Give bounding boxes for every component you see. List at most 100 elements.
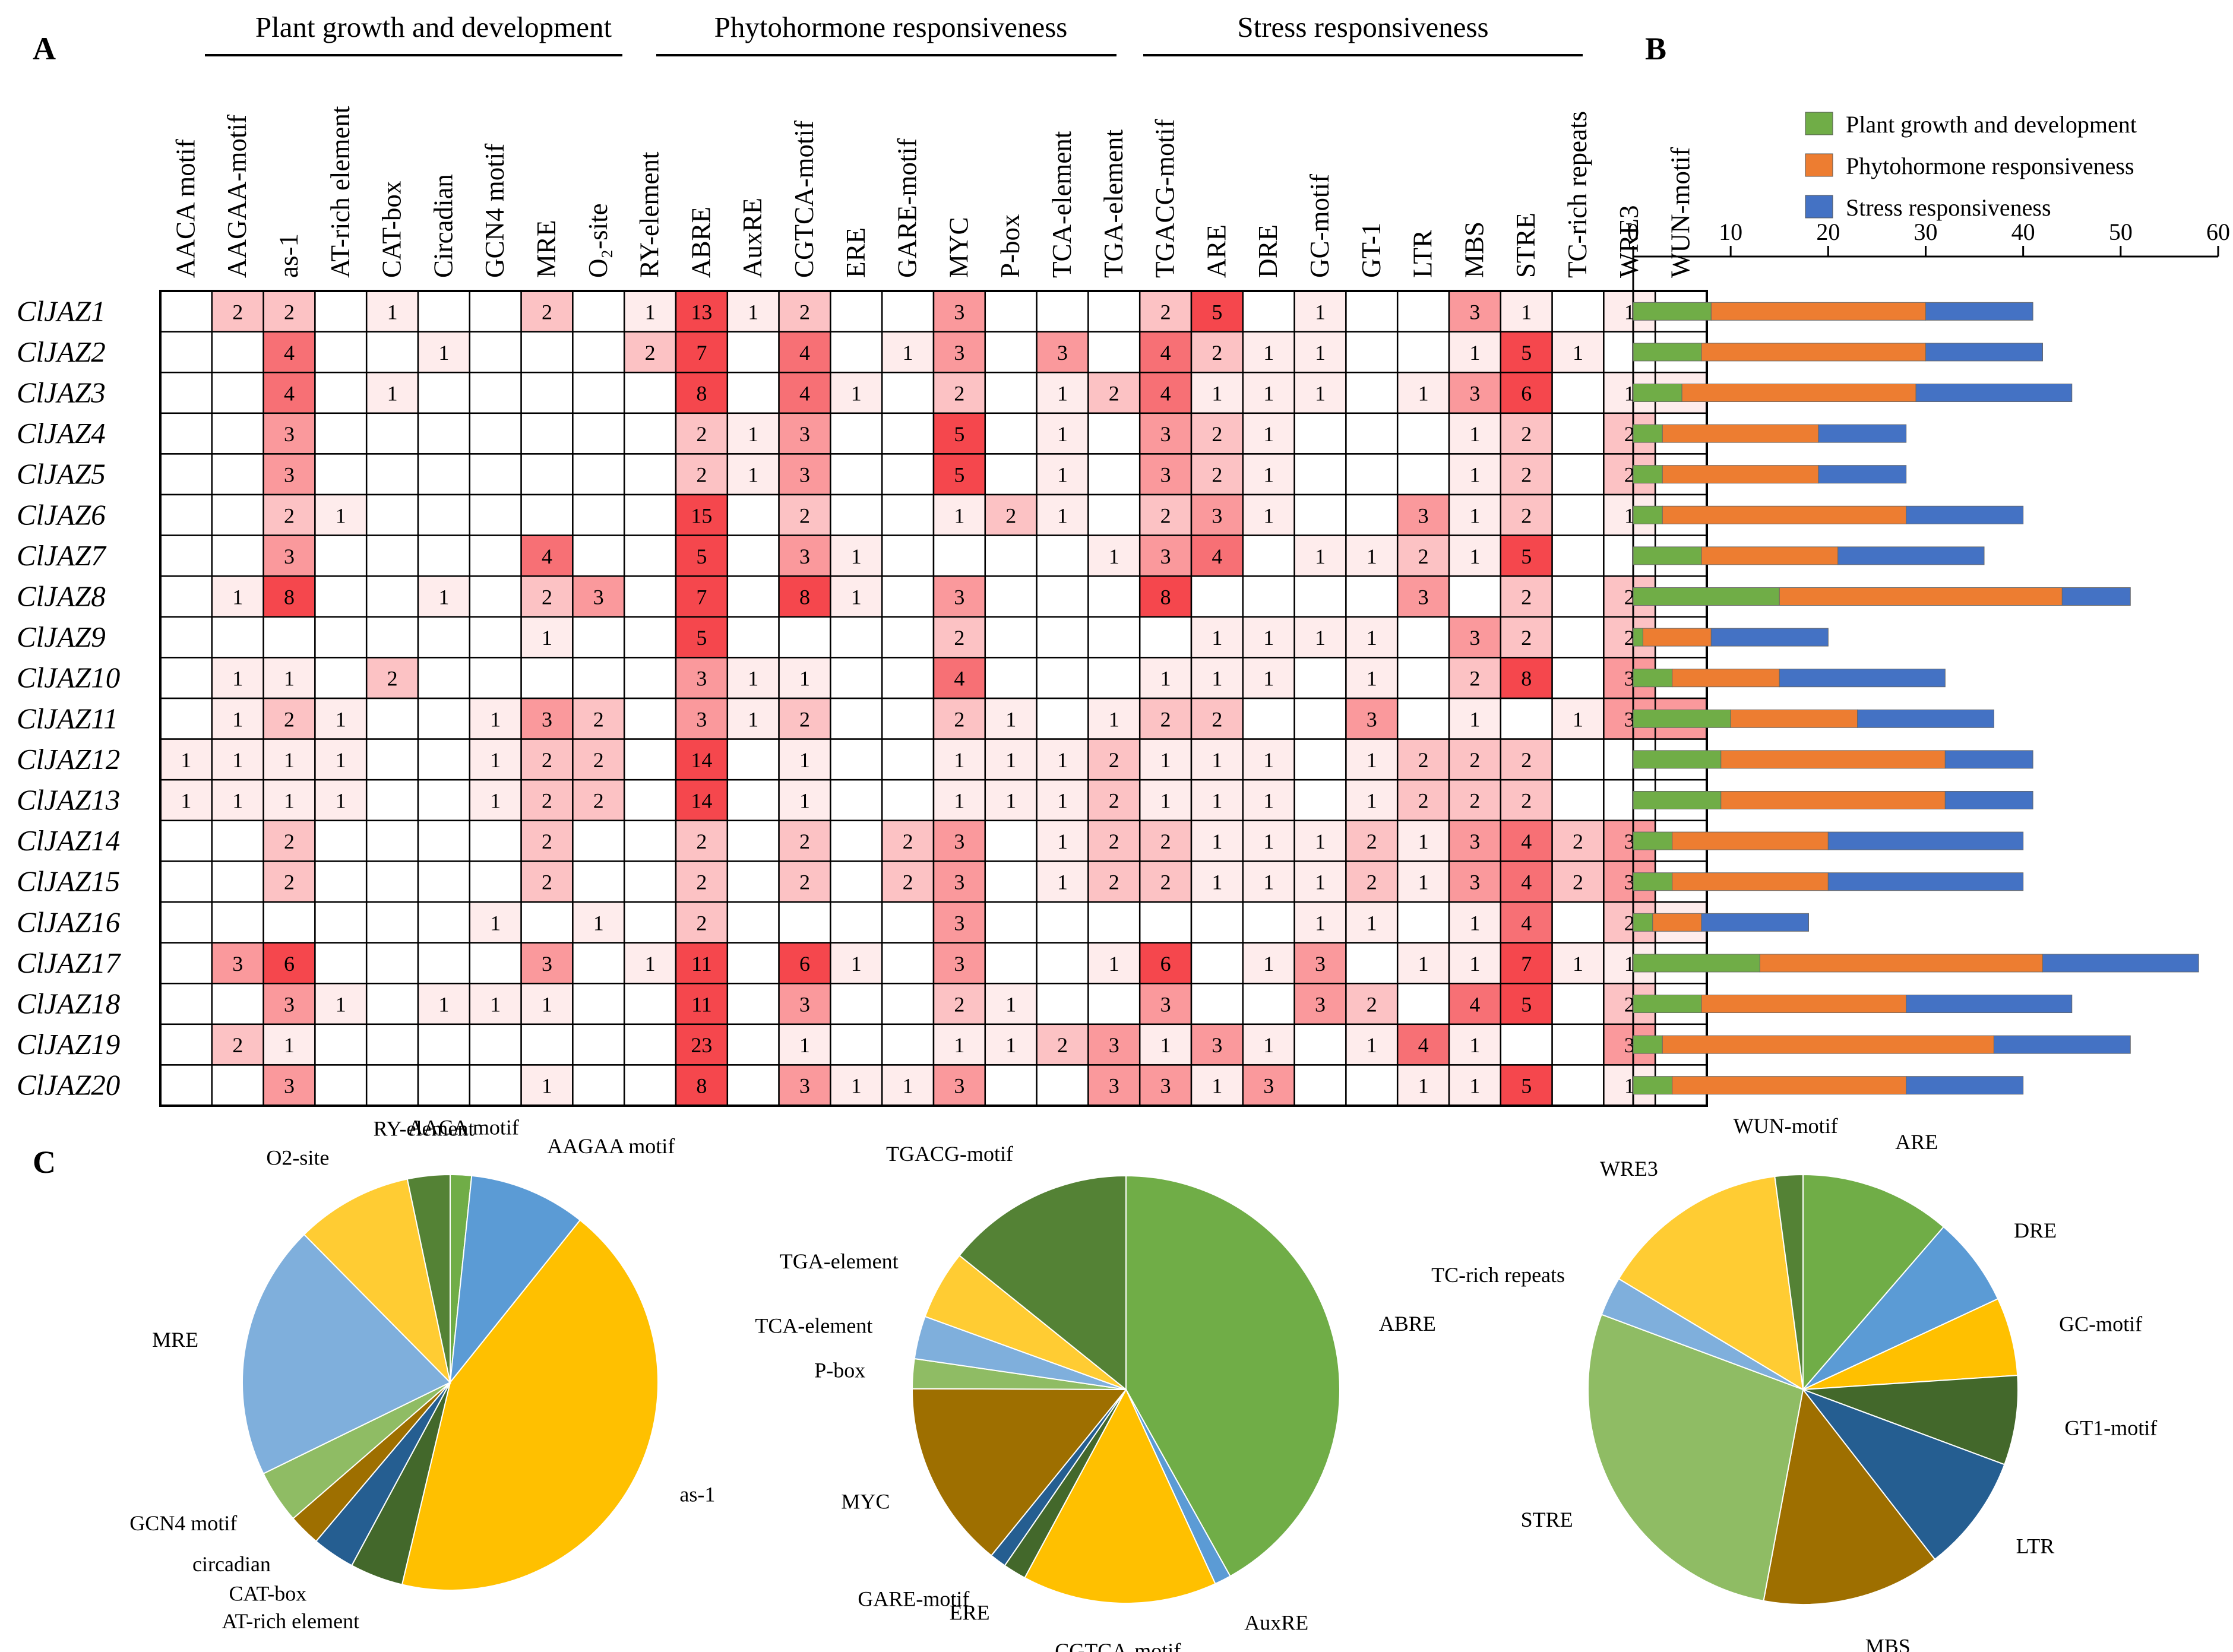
heatmap-cell bbox=[726, 901, 780, 944]
heatmap-cell bbox=[1448, 942, 1502, 985]
heatmap-cell bbox=[1551, 290, 1605, 333]
heatmap-cell bbox=[365, 412, 419, 455]
heatmap-cell bbox=[1138, 982, 1193, 1026]
heatmap-cell bbox=[572, 657, 625, 700]
heatmap-cell bbox=[211, 982, 264, 1026]
category-header: Plant growth and development bbox=[255, 11, 612, 43]
heatmap-cell bbox=[1242, 657, 1295, 700]
pie-label: MYC bbox=[841, 1489, 890, 1513]
cell-value: 3 bbox=[1263, 1074, 1274, 1098]
legend-swatch bbox=[1805, 195, 1833, 219]
heatmap-cell bbox=[675, 371, 729, 414]
x-tick-label: 10 bbox=[1719, 219, 1742, 245]
cell-value: 5 bbox=[696, 545, 707, 568]
heatmap-cell bbox=[932, 371, 986, 414]
heatmap-cell bbox=[1242, 453, 1295, 496]
cell-value: 2 bbox=[1624, 993, 1635, 1017]
pie-label: ERE bbox=[950, 1600, 990, 1624]
bar-segment bbox=[1633, 302, 1712, 321]
heatmap-cell bbox=[623, 575, 677, 618]
column-label: CAT-box bbox=[377, 181, 407, 278]
cell-value: 2 bbox=[542, 300, 552, 324]
bar-segment bbox=[1993, 1035, 2131, 1054]
cell-value: 4 bbox=[1418, 1033, 1429, 1057]
heatmap-cell bbox=[520, 1023, 574, 1066]
heatmap-cell bbox=[623, 453, 677, 496]
pie-label: TGA-element bbox=[780, 1249, 899, 1273]
bar-segment bbox=[1633, 343, 1702, 362]
cell-value: 3 bbox=[954, 586, 964, 609]
cell-value: 1 bbox=[181, 748, 191, 772]
heatmap-cell bbox=[211, 697, 264, 740]
heatmap-cell bbox=[520, 331, 574, 374]
cell-value: 4 bbox=[954, 667, 964, 691]
heatmap-cell bbox=[1396, 412, 1450, 455]
bar-segment bbox=[1827, 872, 2024, 891]
heatmap-cell bbox=[1500, 575, 1553, 618]
cell-value: 1 bbox=[1109, 545, 1119, 568]
pie-label: CGTCA-motif bbox=[1055, 1639, 1181, 1652]
heatmap-cell bbox=[314, 453, 368, 496]
heatmap-cell bbox=[1500, 697, 1553, 740]
heatmap-cell bbox=[1138, 534, 1193, 577]
bar-segment bbox=[1633, 384, 1682, 402]
heatmap-cell bbox=[623, 412, 677, 455]
cell-value: 1 bbox=[1005, 993, 1016, 1017]
bar-segment bbox=[1925, 343, 2043, 362]
heatmap-cell bbox=[365, 942, 419, 985]
pie-slice bbox=[1763, 1388, 1936, 1605]
cell-value: 8 bbox=[1160, 586, 1171, 609]
cell-value: 1 bbox=[1521, 300, 1532, 324]
cell-value: 1 bbox=[1263, 1033, 1274, 1057]
cell-value: 1 bbox=[1367, 545, 1377, 568]
cell-value: 2 bbox=[1521, 463, 1532, 487]
heatmap-cell bbox=[1448, 697, 1502, 740]
heatmap-cell bbox=[1293, 493, 1347, 536]
column-label: GCN4 motif bbox=[480, 144, 510, 278]
cell-value: 3 bbox=[1160, 463, 1171, 487]
cell-value: 1 bbox=[1212, 382, 1222, 406]
cell-value: 2 bbox=[542, 830, 552, 853]
heatmap-cell bbox=[984, 331, 1038, 374]
heatmap-cell bbox=[830, 738, 883, 781]
cell-value: 3 bbox=[696, 667, 707, 691]
pie-label: AAGAA motif bbox=[547, 1134, 675, 1158]
heatmap-cell bbox=[1036, 616, 1089, 659]
heatmap-cell bbox=[314, 412, 368, 455]
heatmap-cell bbox=[1242, 901, 1295, 944]
cell-value: 1 bbox=[851, 1074, 862, 1098]
cell-value: 1 bbox=[1057, 382, 1068, 406]
cell-value: 3 bbox=[1624, 667, 1635, 691]
category-header: Phytohormone responsiveness bbox=[714, 11, 1068, 43]
heatmap-cell bbox=[417, 819, 471, 862]
bar-segment bbox=[2061, 587, 2131, 606]
bar-segment bbox=[1818, 424, 1907, 443]
cell-value: 1 bbox=[1005, 748, 1016, 772]
heatmap-cell bbox=[1293, 1023, 1347, 1066]
pie-slice bbox=[242, 1233, 451, 1474]
heatmap-cell bbox=[1396, 331, 1450, 374]
pie-label: P-box bbox=[814, 1358, 865, 1382]
heatmap-cell bbox=[1448, 453, 1502, 496]
heatmap-cell bbox=[675, 738, 729, 781]
x-tick-label: 60 bbox=[2206, 219, 2230, 245]
cell-value: 4 bbox=[1469, 993, 1480, 1017]
bar-segment bbox=[1710, 302, 1926, 321]
heatmap-cell bbox=[159, 697, 213, 740]
heatmap-cell bbox=[572, 616, 625, 659]
heatmap-cell bbox=[1500, 290, 1553, 333]
heatmap-cell bbox=[1190, 778, 1244, 822]
cell-value: 1 bbox=[438, 586, 449, 609]
heatmap-cell bbox=[1293, 331, 1347, 374]
heatmap-cell bbox=[520, 901, 574, 944]
heatmap-cell bbox=[365, 575, 419, 618]
cell-value: 3 bbox=[1418, 504, 1429, 527]
cell-value: 2 bbox=[1469, 748, 1480, 772]
cell-value: 3 bbox=[799, 1074, 810, 1098]
cell-value: 2 bbox=[1418, 545, 1429, 568]
pie-label: CAT-box bbox=[229, 1582, 307, 1606]
heatmap-cell bbox=[469, 575, 522, 618]
cell-value: 1 bbox=[903, 341, 913, 365]
heatmap-cell bbox=[572, 982, 625, 1026]
heatmap-cell bbox=[726, 819, 780, 862]
